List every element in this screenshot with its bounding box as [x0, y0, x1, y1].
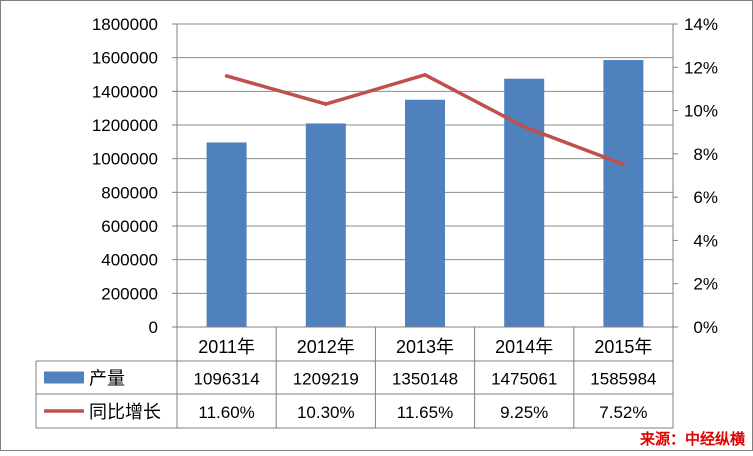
source-note: 来源：中经纵横	[639, 430, 746, 448]
table-cell: 1475061	[491, 370, 557, 389]
y-left-tick-label: 1400000	[92, 82, 158, 101]
line-point	[621, 162, 626, 167]
legend-label: 同比增长	[89, 402, 161, 422]
table-cell: 1350148	[392, 370, 458, 389]
table-cell: 9.25%	[500, 403, 548, 422]
table-cell: 11.60%	[198, 403, 254, 422]
y-right-tick-label: 4%	[693, 231, 718, 250]
line-point	[522, 125, 526, 129]
y-left-tick-label: 200000	[101, 284, 158, 303]
bar	[405, 99, 445, 327]
bar	[206, 142, 247, 327]
y-right-tick-label: 2%	[693, 275, 718, 294]
bar-series	[206, 60, 644, 328]
legend-label: 产量	[89, 369, 125, 389]
bar	[504, 78, 545, 328]
y-right-tick-label: 8%	[693, 145, 718, 164]
line-point	[423, 73, 427, 77]
y-right-tick-label: 12%	[684, 58, 718, 77]
category-label: 2013年	[396, 337, 454, 357]
y-left-tick-label: 1800000	[92, 15, 158, 34]
table-cell: 1585984	[590, 370, 656, 389]
line-point	[224, 74, 229, 78]
bar	[305, 123, 346, 327]
y-left-tick-label: 800000	[101, 183, 158, 202]
table-cell: 1096314	[194, 370, 260, 389]
y-right-tick-label: 0%	[693, 318, 718, 337]
y-left-tick-label: 1600000	[92, 49, 158, 68]
line-series	[224, 73, 626, 167]
category-label: 2012年	[297, 337, 355, 357]
table-cell: 11.65%	[397, 403, 453, 422]
category-label: 2011年	[198, 337, 255, 357]
table-cell: 7.52%	[599, 403, 647, 422]
y-left-tick-label: 1000000	[92, 150, 158, 169]
table-cell: 1209219	[293, 370, 359, 389]
y-left-tick-label: 400000	[101, 251, 158, 270]
axes: 0 200000 400000 600000 800000 1000000 1200000 1…	[92, 15, 718, 428]
y-right-tick-label: 14%	[684, 15, 718, 34]
y-left-tick-label: 600000	[101, 217, 158, 236]
category-label: 2014年	[495, 337, 553, 357]
y-right-tick-label: 6%	[693, 188, 718, 207]
category-label: 2015年	[594, 337, 652, 357]
y-left-tick-label: 1200000	[92, 116, 158, 135]
y-left-tick-label: 0	[149, 318, 158, 337]
legend-swatch-bar	[44, 371, 84, 384]
line-point	[324, 102, 328, 106]
table-cell: 10.30%	[297, 403, 355, 422]
bar	[603, 60, 644, 327]
y-right-tick-label: 10%	[684, 102, 718, 121]
